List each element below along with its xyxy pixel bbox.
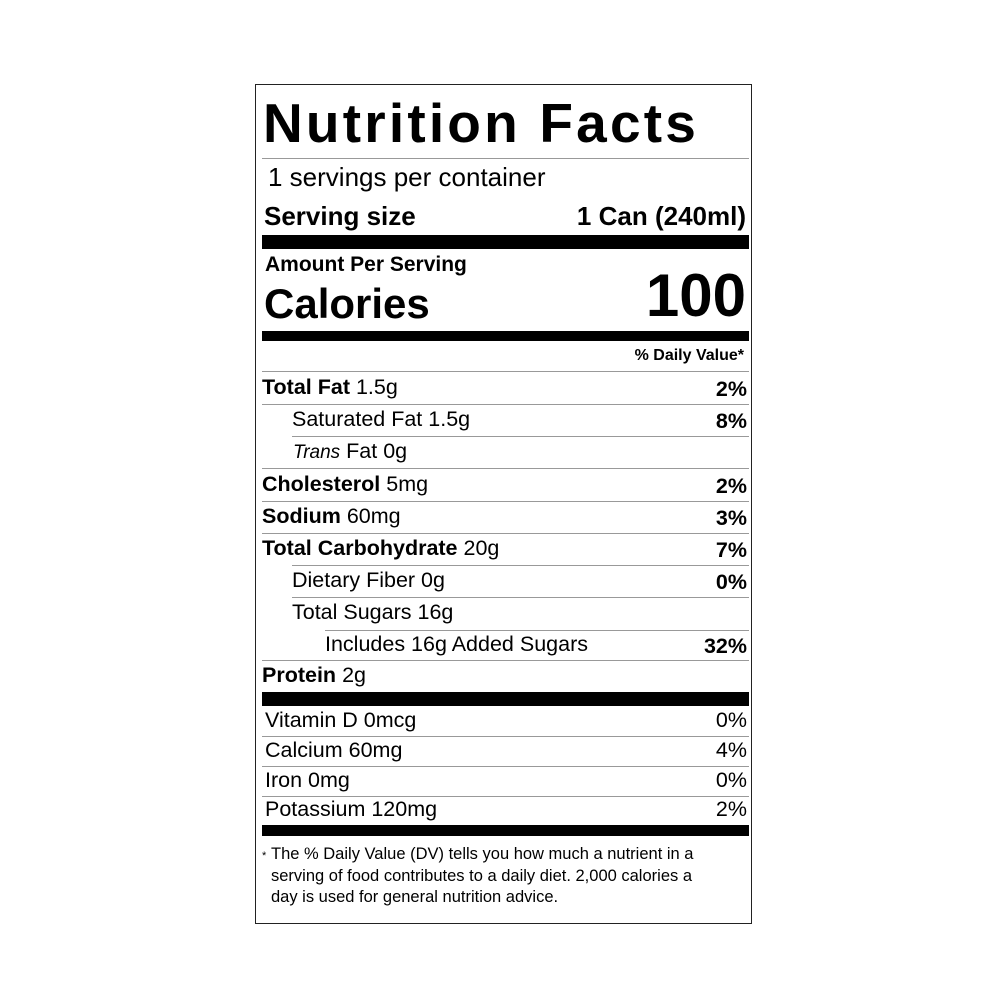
dv-added-sugars: 32% (703, 634, 747, 658)
dv-potassium: 2% (715, 797, 747, 821)
dv-sodium: 3% (715, 506, 747, 530)
dv-vitamin-d: 0% (715, 708, 747, 732)
dv-calcium: 4% (715, 738, 747, 762)
nutrient-row-trans-fat: Trans Fat 0g (293, 439, 408, 463)
dv-total-fat: 2% (715, 377, 747, 401)
nutrient-row-dietary-fiber: Dietary Fiber 0g (292, 568, 445, 592)
nutrient-row-total-carbohydrate: Total Carbohydrate 20g (262, 536, 500, 560)
amount-per-serving: Amount Per Serving (265, 253, 467, 276)
dv-dietary-fiber: 0% (715, 570, 747, 594)
label-title: Nutrition Facts (263, 92, 700, 154)
vitamin-row-calcium: Calcium 60mg (265, 738, 403, 762)
dv-saturated-fat: 8% (715, 409, 747, 433)
nutrient-row-added-sugars: Includes 16g Added Sugars (325, 632, 588, 656)
dv-total-carbohydrate: 7% (715, 538, 747, 562)
serving-size-value: 1 Can (240ml) (576, 201, 746, 231)
dv-cholesterol: 2% (715, 474, 747, 498)
dv-iron: 0% (715, 768, 747, 792)
nutrient-row-protein: Protein 2g (262, 663, 366, 687)
footnote-line: The % Daily Value (DV) tells you how muc… (271, 845, 694, 863)
nutrient-row-sodium: Sodium 60mg (262, 504, 401, 528)
footnote-asterisk: * (262, 850, 267, 862)
nutrition-label (255, 84, 752, 924)
thick-divider (262, 692, 749, 706)
vitamin-row-vitamin-d: Vitamin D 0mcg (265, 708, 417, 732)
calories-label: Calories (264, 280, 430, 327)
vitamin-row-iron: Iron 0mg (265, 768, 350, 792)
footnote-line: day is used for general nutrition advice… (271, 888, 559, 906)
divider (262, 371, 749, 372)
vitamin-row-potassium: Potassium 120mg (265, 797, 438, 821)
serving-size-label: Serving size (264, 201, 416, 231)
thick-divider (262, 331, 749, 341)
nutrient-row-total-fat: Total Fat 1.5g (262, 375, 398, 399)
calories-value: 100 (645, 262, 746, 329)
nutrient-row-total-sugars: Total Sugars 16g (292, 600, 454, 624)
thick-divider (262, 825, 749, 836)
divider (262, 158, 749, 159)
footnote-line: serving of food contributes to a daily d… (271, 867, 692, 885)
thick-divider (262, 235, 749, 249)
servings-per-container: 1 servings per container (268, 162, 546, 192)
nutrient-row-cholesterol: Cholesterol 5mg (262, 472, 429, 496)
nutrient-row-saturated-fat: Saturated Fat 1.5g (292, 407, 471, 431)
daily-value-header: % Daily Value* (634, 347, 744, 364)
